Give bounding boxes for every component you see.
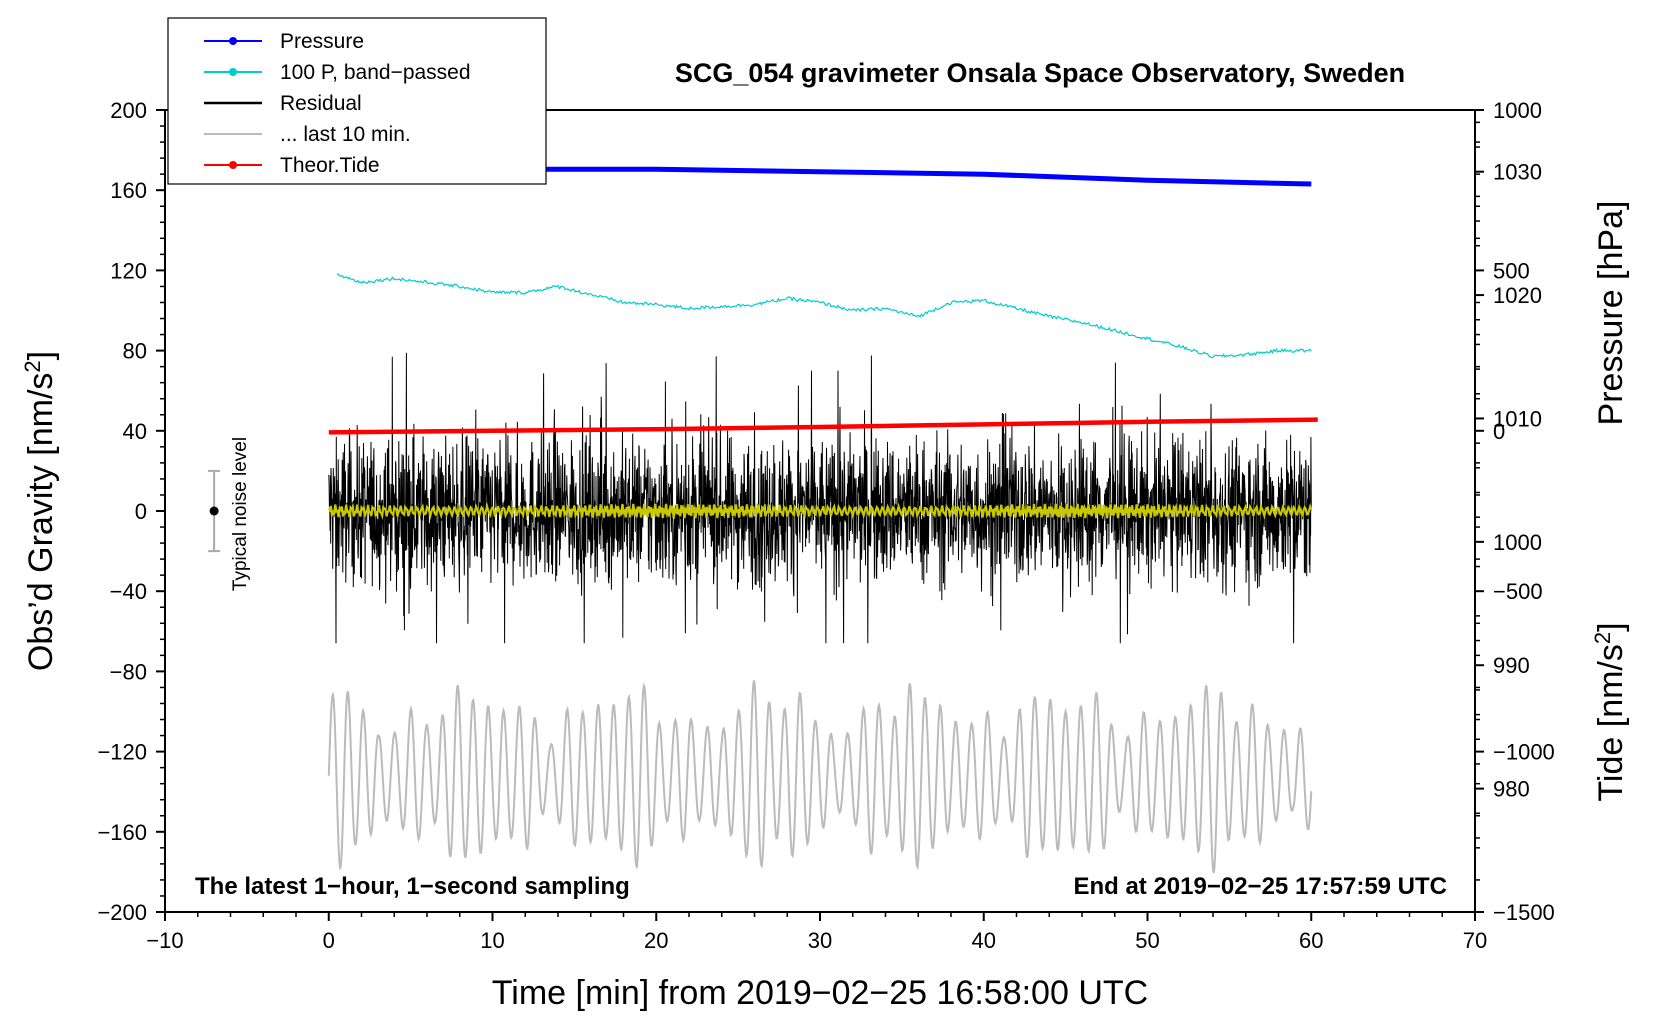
annotation-end-time: End at 2019−02−25 17:57:59 UTC (1073, 873, 1447, 900)
legend-label: Theor.Tide (280, 154, 380, 177)
tide-axis-title: Tide [nm/s2] (1590, 622, 1630, 801)
pressure-tick-label: 990 (1493, 653, 1530, 678)
tide-axis-title-sup: 2 (1590, 632, 1615, 644)
pressure-tick-label: 980 (1493, 777, 1530, 802)
y-tick-label: −120 (97, 740, 147, 765)
y-axis-title: Obs’d Gravity [nm/s2] (20, 351, 60, 671)
legend-label: ... last 10 min. (280, 123, 411, 146)
chart-title: SCG_054 gravimeter Onsala Space Observat… (675, 58, 1405, 88)
y-tick-label: 200 (110, 98, 147, 123)
x-tick-label: 20 (644, 928, 668, 953)
legend-marker (229, 161, 237, 169)
residual-bandpassed-line (327, 502, 1313, 521)
tick-layer: −10 0 10 20 30 40 50 60 70−200−160−120−80−400408… (97, 98, 1554, 953)
legend-marker (229, 37, 237, 45)
x-tick-label: 10 (480, 928, 504, 953)
tide-axis-title-end: ] (1592, 622, 1630, 631)
y-axis-title-sup: 2 (20, 360, 45, 372)
tide-axis-title-text: Tide [nm/s (1592, 644, 1630, 801)
y-tick-label: 120 (110, 258, 147, 283)
y-tick-label: −40 (110, 579, 147, 604)
x-tick-label: −10 (146, 928, 183, 953)
x-tick-label: 60 (1299, 928, 1323, 953)
annotation-latest-hour: The latest 1−hour, 1−second sampling (195, 873, 630, 900)
y-axis-title-text: Obs’d Gravity [nm/s (22, 373, 60, 672)
y-tick-label: 40 (123, 419, 147, 444)
x-axis-title: Time [min] from 2019−02−25 16:58:00 UTC (492, 974, 1148, 1012)
y-tick-label: −160 (97, 820, 147, 845)
y-tick-label: 160 (110, 178, 147, 203)
legend: Pressure 100 P, band−passed Residual ... la… (167, 17, 547, 185)
legend-box (167, 17, 547, 185)
y-tick-label: 80 (123, 339, 147, 364)
tide-tick-label: −1500 (1493, 900, 1555, 925)
pressure-tick-label: 1020 (1493, 283, 1542, 308)
tide-tick-label: 1000 (1493, 98, 1542, 123)
y-tick-label: 0 (135, 499, 147, 524)
pressure-tick-label: 1000 (1493, 530, 1542, 555)
pressure-axis-title: Pressure [hPa] (1592, 201, 1630, 426)
noise-dot (209, 506, 219, 516)
y-tick-label: −80 (110, 659, 147, 684)
tide-tick-label: −500 (1493, 579, 1543, 604)
noise-level-label: Typical noise level (230, 437, 251, 591)
residual-line (328, 352, 1312, 644)
x-tick-label: 70 (1463, 928, 1487, 953)
legend-marker (229, 68, 237, 76)
tide-tick-label: 0 (1493, 419, 1505, 444)
pressure-bandpassed-line (336, 273, 1312, 359)
legend-label: 100 P, band−passed (280, 61, 471, 84)
x-tick-label: 0 (323, 928, 335, 953)
tide-tick-label: 500 (1493, 258, 1530, 283)
legend-label: Pressure (280, 30, 364, 53)
pressure-tick-label: 1010 (1493, 406, 1542, 431)
x-tick-label: 30 (808, 928, 832, 953)
legend-items: Pressure 100 P, band−passed Residual ... la… (204, 30, 471, 177)
tide-tick-label: −1000 (1493, 740, 1555, 765)
y-axis-title-end: ] (22, 351, 60, 360)
series-layer (208, 165, 1318, 874)
theor-tide-line (328, 417, 1318, 435)
x-tick-label: 40 (972, 928, 996, 953)
y-tick-label: −200 (97, 900, 147, 925)
last-10-min-line (327, 680, 1313, 874)
x-tick-label: 50 (1135, 928, 1159, 953)
pressure-tick-label: 1030 (1493, 160, 1542, 185)
legend-label: Residual (280, 92, 362, 115)
